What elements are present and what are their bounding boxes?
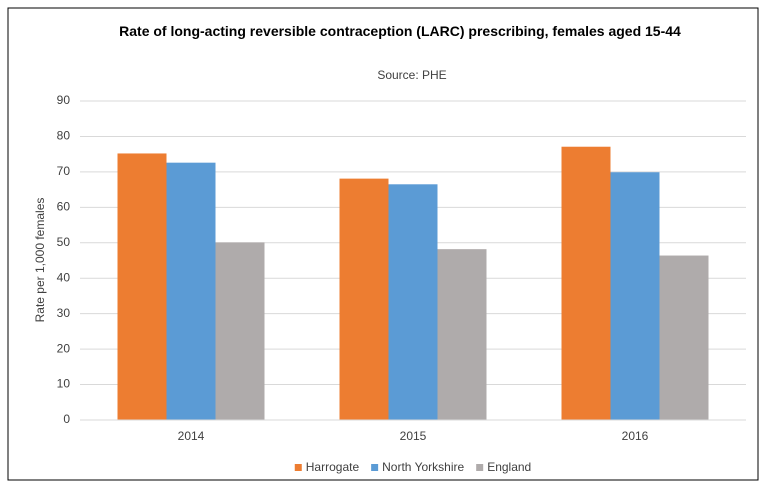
- bar: [117, 153, 167, 421]
- bar: [388, 184, 438, 420]
- x-tick-label: 2014: [178, 429, 205, 443]
- legend-swatch: [371, 464, 379, 471]
- legend-label: North Yorkshire: [382, 460, 464, 474]
- y-axis-label: Rate per 1,000 females: [33, 198, 47, 323]
- y-tick-label: 70: [57, 164, 71, 178]
- legend-swatch: [476, 464, 484, 471]
- y-tick-label: 80: [57, 129, 71, 143]
- bar: [215, 242, 265, 420]
- bar: [339, 178, 389, 420]
- bar: [166, 162, 216, 420]
- chart-title: Rate of long-acting reversible contracep…: [119, 23, 681, 39]
- chart-subtitle: Source: PHE: [377, 68, 446, 82]
- y-tick-label: 30: [57, 306, 71, 320]
- y-tick-label: 0: [63, 412, 70, 426]
- legend-swatch: [294, 464, 302, 471]
- legend-label: England: [487, 460, 531, 474]
- x-tick-label: 2015: [400, 429, 427, 443]
- bar: [610, 172, 660, 420]
- bar: [659, 255, 709, 420]
- y-tick-label: 60: [57, 200, 71, 214]
- bar: [561, 146, 611, 420]
- y-tick-label: 20: [57, 341, 71, 355]
- legend-label: Harrogate: [306, 460, 360, 474]
- y-tick-label: 40: [57, 270, 71, 284]
- y-tick-label: 50: [57, 235, 71, 249]
- y-tick-label: 10: [57, 377, 71, 391]
- y-tick-label: 90: [57, 93, 71, 107]
- x-tick-label: 2016: [622, 429, 649, 443]
- bar: [437, 249, 487, 420]
